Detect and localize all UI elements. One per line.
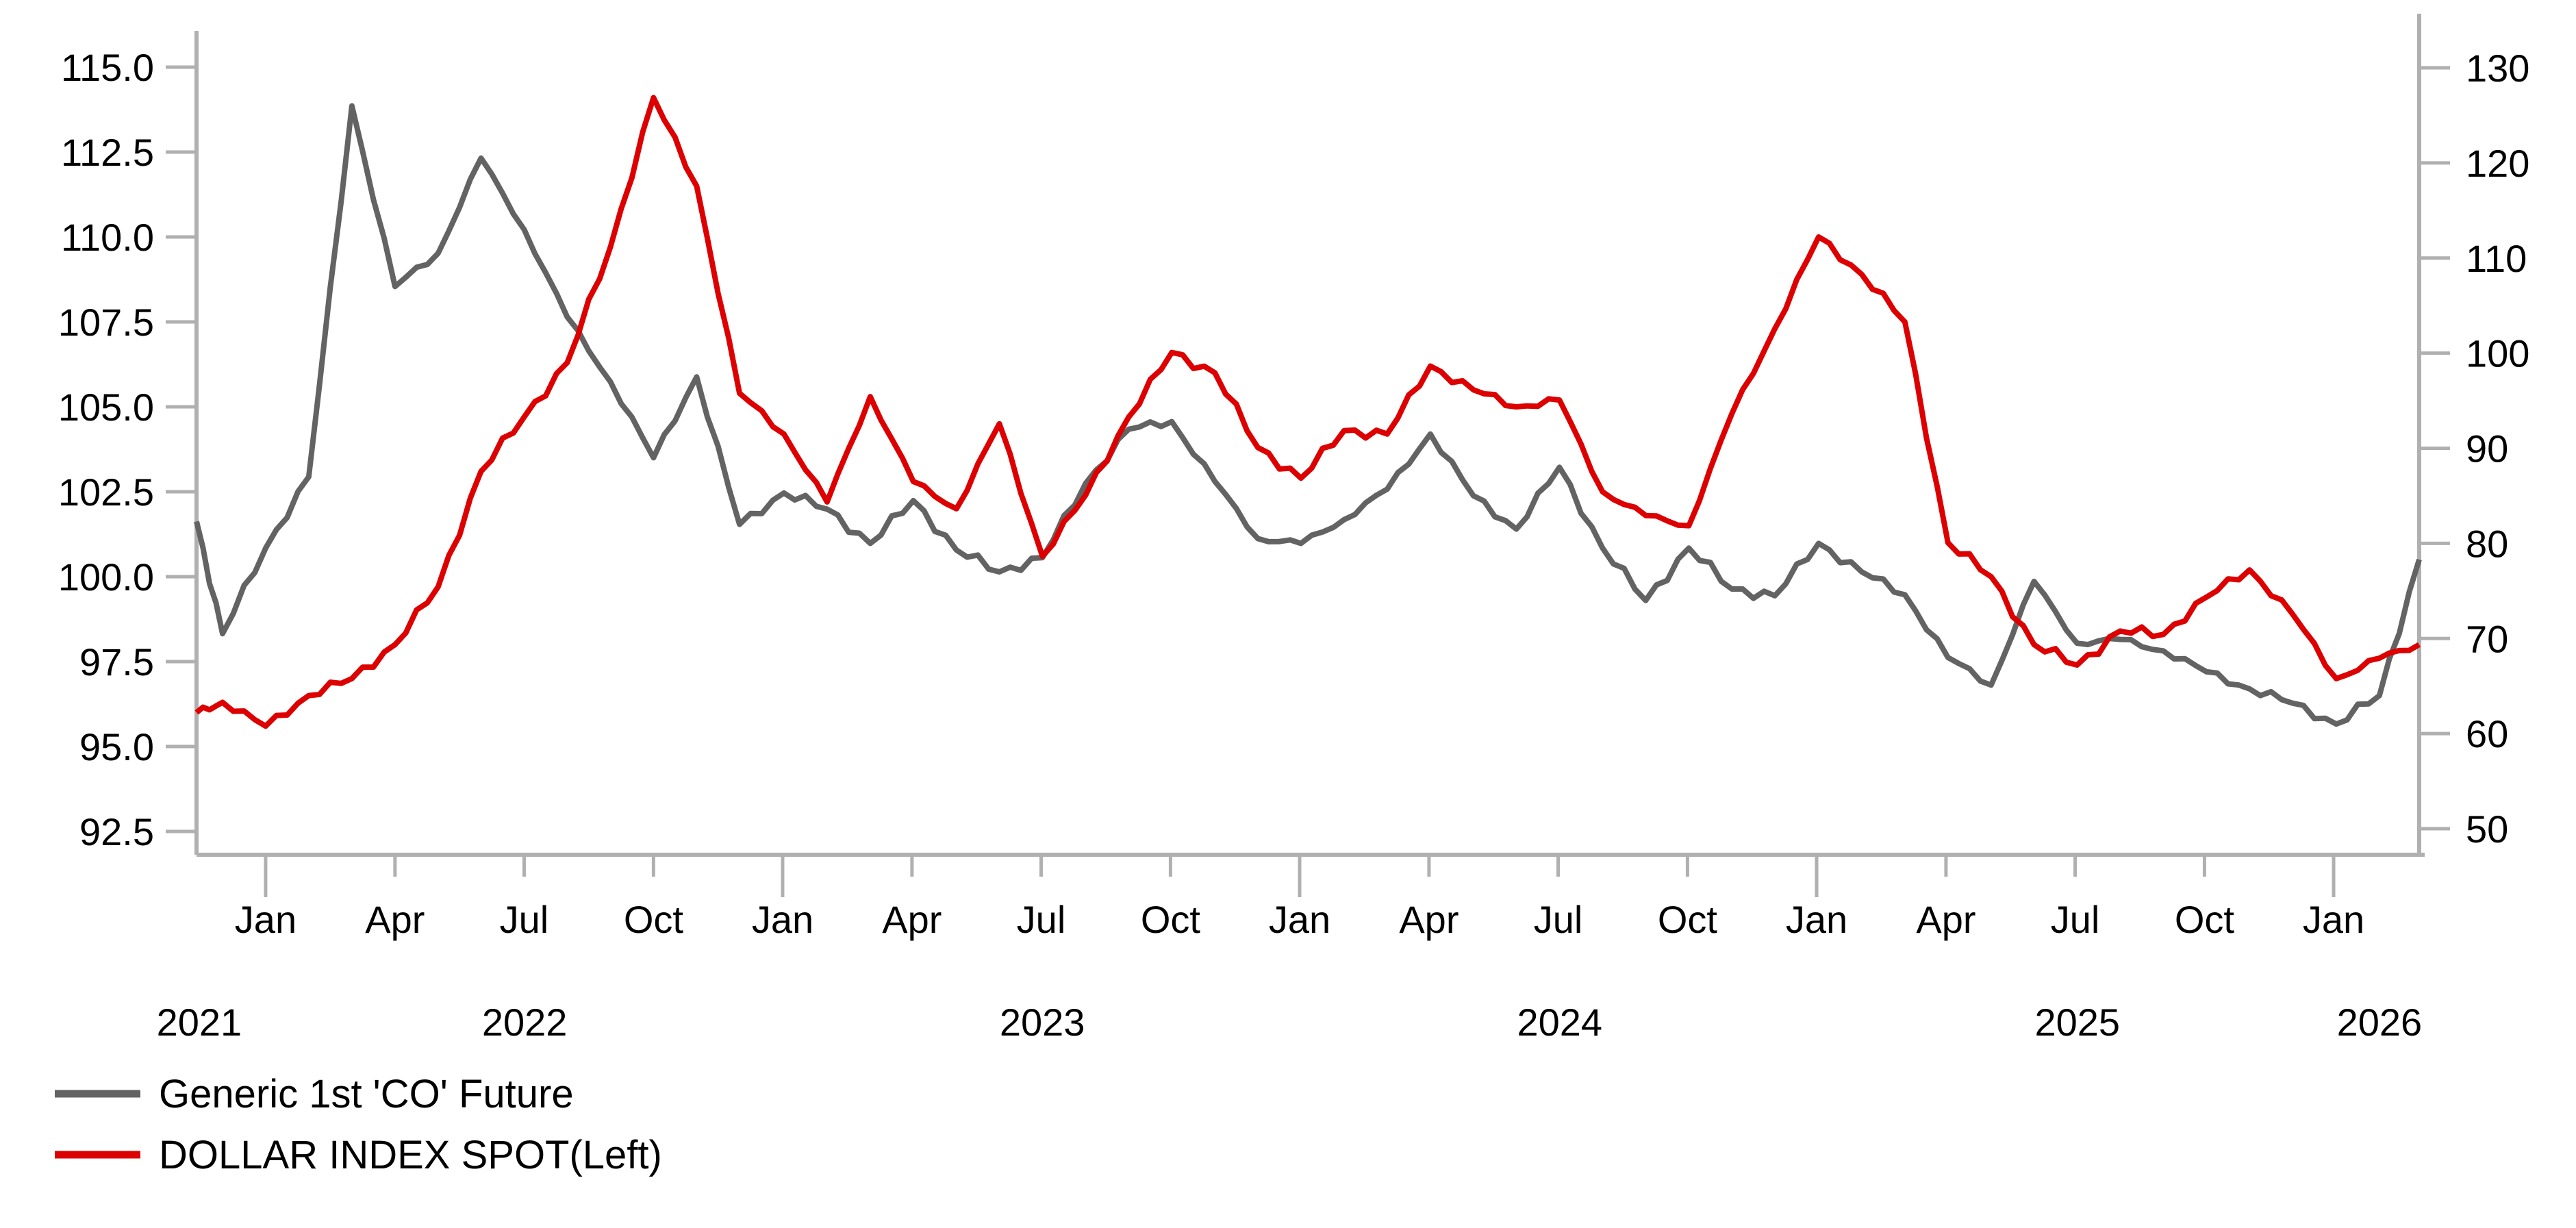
x-month-label: Jan [2303,898,2364,941]
x-month-label: Jan [235,898,296,941]
axes [194,14,2425,857]
axis-ticks [166,65,2450,897]
x-month-label: Apr [1399,898,1459,941]
y-right-tick-label: 120 [2466,142,2529,185]
y-right-tick-label: 70 [2466,617,2508,660]
series-lines [194,95,2422,729]
x-month-label: Oct [1141,898,1201,941]
x-month-label: Jul [1534,898,1583,941]
series-line-dollar-index [194,95,2421,729]
x-month-label: Apr [1916,898,1975,941]
legend: Generic 1st 'CO' Future DOLLAR INDEX SPO… [55,1072,662,1177]
x-year-label: 2024 [1517,1001,1602,1044]
x-year-label: 2022 [482,1001,568,1044]
y-left-tick-label: 115.0 [61,46,154,89]
y-left-tick-label: 102.5 [58,471,154,514]
y-left-tick-label: 95.0 [79,725,154,768]
x-month-label: Jan [1269,898,1330,941]
x-month-label: Jan [752,898,813,941]
x-month-label: Jul [500,898,549,941]
x-month-label: Oct [624,898,684,941]
y-left-tick-label: 92.5 [79,810,154,853]
x-year-label: 2025 [2034,1001,2120,1044]
x-month-label: Jul [1017,898,1066,941]
x-year-label: 2023 [1000,1001,1085,1044]
y-left-tick-label: 112.5 [61,131,154,174]
x-year-label: 2021 [157,1001,242,1044]
x-month-label: Jul [2051,898,2100,941]
y-right-tick-label: 50 [2466,807,2508,851]
y-right-tick-label: 60 [2466,712,2508,755]
y-right-tick-label: 80 [2466,522,2508,565]
y-right-tick-label: 130 [2466,47,2529,90]
x-month-label: Oct [2175,898,2235,941]
legend-label-dollar-index: DOLLAR INDEX SPOT(Left) [159,1133,662,1177]
y-left-tick-label: 107.5 [58,301,154,344]
legend-label-co-future: Generic 1st 'CO' Future [159,1072,574,1116]
y-right-tick-label: 110 [2466,237,2527,280]
y-left-tick-label: 100.0 [58,555,154,599]
y-right-tick-label: 100 [2466,332,2529,375]
x-month-label: Jan [1786,898,1847,941]
y-right-tick-label: 90 [2466,427,2508,471]
axis-labels: 115.0 112.5 110.0 107.5 105.0 102.5 100.0 97.5 9… [58,46,2530,1044]
x-year-label: 2026 [2337,1001,2423,1044]
y-left-tick-label: 97.5 [79,640,154,684]
y-left-tick-label: 105.0 [58,386,154,429]
x-month-label: Apr [365,898,425,941]
series-line-co-future [194,103,2422,727]
x-month-label: Oct [1658,898,1718,941]
x-month-label: Apr [882,898,942,941]
y-left-tick-label: 110.0 [61,216,154,259]
